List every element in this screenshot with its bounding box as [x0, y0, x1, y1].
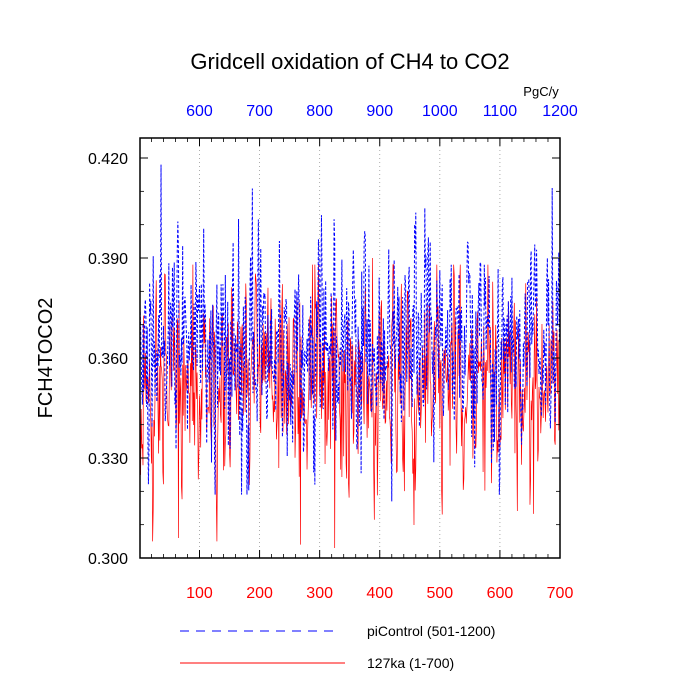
- xtick-bottom-label-0: 100: [186, 585, 213, 602]
- xtick-bottom-label-5: 600: [487, 585, 514, 602]
- legend-label-picontrol: piControl (501-1200): [367, 623, 495, 639]
- units-label: PgC/y: [523, 84, 559, 99]
- xtick-top-label-2: 800: [306, 103, 333, 120]
- xtick-top-label-4: 1000: [422, 103, 458, 120]
- xtick-bottom-label-4: 500: [426, 585, 453, 602]
- xtick-top-label-5: 1100: [483, 103, 518, 120]
- xtick-bottom-label-1: 200: [246, 585, 273, 602]
- ytick-label-4: 0.420: [88, 151, 128, 168]
- plot-series: [139, 164, 561, 549]
- axis-tick-labels: 0.300 0.330 0.360 0.390 0.420 100 200 300 400 500…: [88, 103, 578, 602]
- ytick-label-2: 0.360: [88, 351, 128, 368]
- xtick-bottom-label-2: 300: [306, 585, 333, 602]
- xtick-bottom-label-6: 700: [547, 585, 574, 602]
- series-line-picontrol: [139, 164, 561, 502]
- ytick-label-1: 0.330: [88, 451, 128, 468]
- xtick-top-label-1: 700: [246, 103, 273, 120]
- xtick-bottom-label-3: 400: [366, 585, 393, 602]
- xtick-top-label-3: 900: [366, 103, 393, 120]
- y-axis-label: FCH4TOCO2: [35, 298, 57, 419]
- axis-ticks: [140, 138, 561, 559]
- chart-title: Gridcell oxidation of CH4 to CO2: [190, 49, 509, 74]
- ytick-label-0: 0.300: [88, 551, 128, 568]
- xtick-top-label-6: 1200: [542, 103, 578, 120]
- ytick-label-3: 0.390: [88, 251, 128, 268]
- legend-label-127ka: 127ka (1-700): [367, 655, 454, 671]
- legend: piControl (501-1200) 127ka (1-700): [180, 623, 495, 671]
- plot-frame: [139, 137, 561, 559]
- xtick-top-label-0: 600: [186, 103, 213, 120]
